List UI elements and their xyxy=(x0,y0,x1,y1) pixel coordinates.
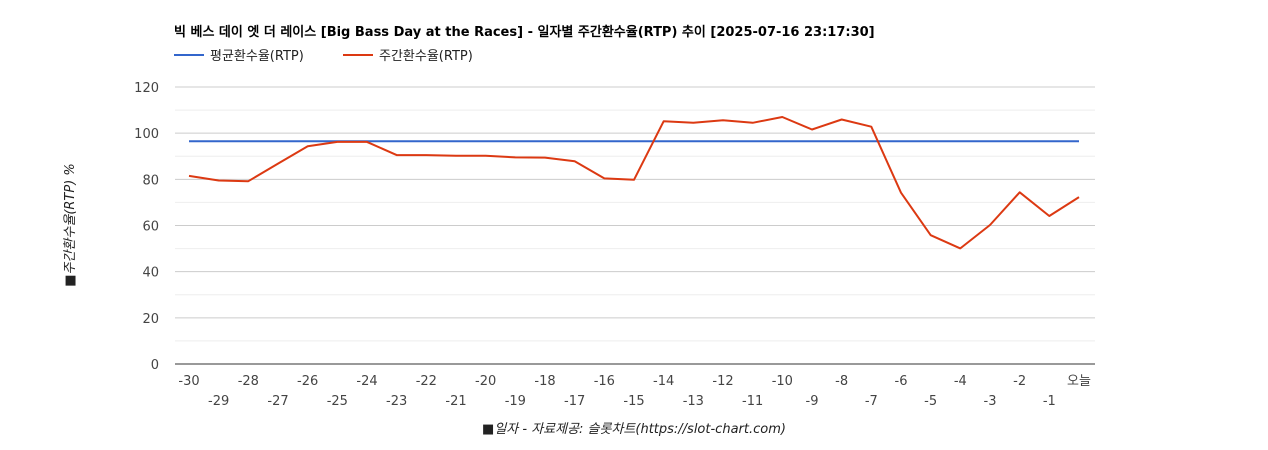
y-tick-label: 0 xyxy=(151,358,159,373)
x-tick-label: -17 xyxy=(564,394,585,409)
x-tick-label: -5 xyxy=(924,394,937,409)
y-tick-label: 120 xyxy=(134,81,159,96)
y-tick-label: 20 xyxy=(142,312,159,327)
x-tick-label: -20 xyxy=(475,374,496,389)
y-axis-ticks: 0 20 40 60 80 100 120 xyxy=(134,81,159,373)
x-tick-label: -28 xyxy=(238,374,259,389)
x-tick-label: -18 xyxy=(534,374,555,389)
x-tick-label: -9 xyxy=(806,394,819,409)
x-axis-title: ■일자 - 자료제공: 슬롯차트(https://slot-chart.com) xyxy=(482,422,786,437)
legend-label-average-rtp[interactable]: 평균환수율(RTP) xyxy=(210,49,304,64)
y-tick-label: 80 xyxy=(142,173,159,188)
series-line-weekly-rtp[interactable] xyxy=(188,116,1080,250)
chart-title: 빅 베스 데이 엣 더 레이스 [Big Bass Day at the Rac… xyxy=(174,24,875,40)
x-tick-label: -25 xyxy=(327,394,348,409)
y-axis-title: ■주간환수율(RTP) % xyxy=(63,163,78,287)
x-tick-label: -13 xyxy=(683,394,704,409)
x-tick-label: -6 xyxy=(895,374,908,389)
legend: 평균환수율(RTP) 주간환수율(RTP) xyxy=(174,49,473,64)
y-tick-label: 60 xyxy=(142,220,159,235)
x-tick-label: -2 xyxy=(1013,374,1026,389)
y-tick-label: 100 xyxy=(134,127,159,142)
x-tick-label: -8 xyxy=(835,374,848,389)
x-tick-label: -26 xyxy=(297,374,318,389)
x-tick-label: -21 xyxy=(445,394,466,409)
x-tick-label: -29 xyxy=(208,394,229,409)
x-tick-label: -16 xyxy=(594,374,615,389)
x-axis-ticks: -30-29-28-27-26-25-24-23-22-21-20-19-18-… xyxy=(178,374,1091,409)
x-tick-label: -14 xyxy=(653,374,674,389)
x-tick-label: -7 xyxy=(865,394,878,409)
gridlines xyxy=(175,86,1095,365)
x-tick-label: -4 xyxy=(954,374,967,389)
x-tick-label: 오늘 xyxy=(1067,374,1091,389)
x-tick-label: -30 xyxy=(178,374,199,389)
x-tick-label: -11 xyxy=(742,394,763,409)
x-tick-label: -24 xyxy=(356,374,377,389)
series-lines xyxy=(188,116,1080,250)
x-tick-label: -3 xyxy=(984,394,997,409)
x-tick-label: -23 xyxy=(386,394,407,409)
x-tick-label: -27 xyxy=(267,394,288,409)
x-tick-label: -22 xyxy=(416,374,437,389)
x-tick-label: -19 xyxy=(505,394,526,409)
x-tick-label: -10 xyxy=(772,374,793,389)
x-tick-label: -12 xyxy=(712,374,733,389)
x-tick-label: -1 xyxy=(1043,394,1056,409)
legend-label-weekly-rtp[interactable]: 주간환수율(RTP) xyxy=(379,49,473,64)
y-tick-label: 40 xyxy=(142,266,159,281)
x-tick-label: -15 xyxy=(623,394,644,409)
